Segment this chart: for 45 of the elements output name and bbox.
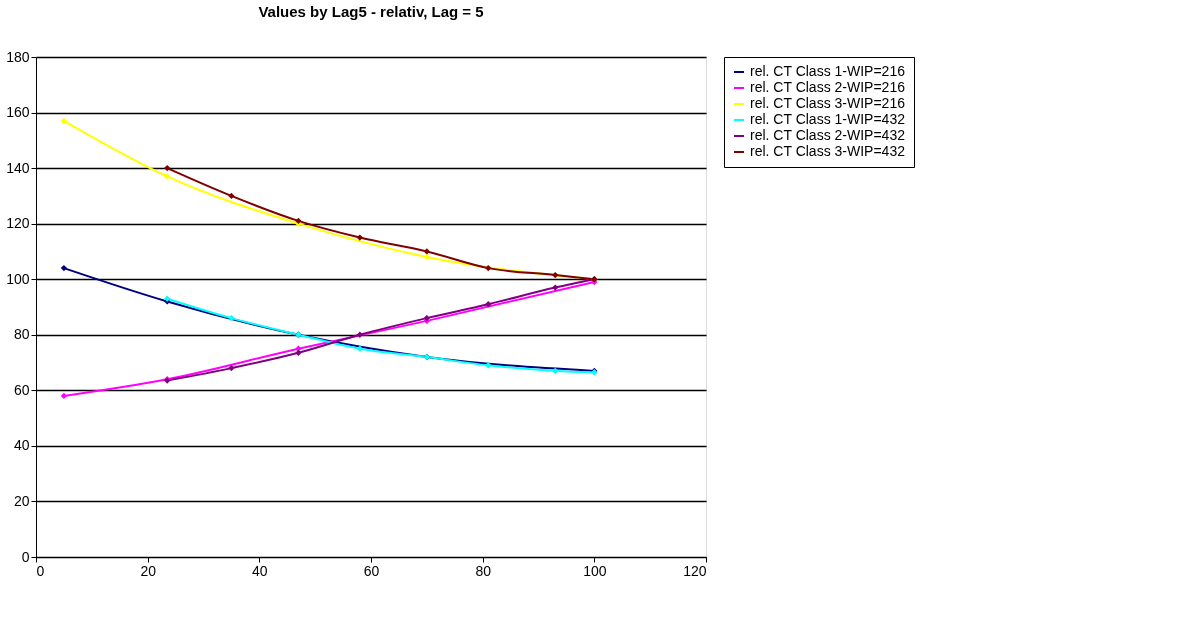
point — [485, 362, 492, 369]
point — [485, 301, 492, 308]
point — [552, 367, 559, 375]
chart-title: Values by Lag5 - relativ, Lag = 5 — [258, 3, 484, 20]
point — [60, 392, 68, 400]
point — [552, 271, 559, 279]
y-tick-label: 40 — [13, 437, 30, 454]
y-tick-label: 100 — [6, 270, 30, 287]
x-tick-label: 120 — [683, 562, 707, 579]
x-tick-label: 20 — [140, 562, 157, 579]
point — [228, 314, 235, 322]
legend-label: rel. CT Class 1-WIP=216 — [750, 63, 906, 79]
y-tick-label: 0 — [21, 548, 30, 565]
point — [485, 264, 492, 272]
y-tick-label: 180 — [6, 48, 30, 65]
point — [552, 284, 559, 291]
x-tick-label: 40 — [252, 562, 268, 579]
point — [356, 234, 363, 241]
y-tick-label: 160 — [6, 104, 30, 121]
point — [295, 345, 302, 352]
y-tick-label: 120 — [6, 215, 30, 232]
x-tick-label: 0 — [36, 562, 45, 579]
point — [228, 364, 235, 372]
y-tick-label: 140 — [6, 159, 30, 176]
x-tick-label: 80 — [475, 562, 492, 579]
x-tick-label: 60 — [363, 562, 380, 579]
point — [60, 264, 68, 272]
point — [356, 331, 363, 338]
legend-label: rel. CT Class 1-WIP=432 — [750, 111, 906, 127]
point — [423, 253, 430, 261]
point — [60, 117, 68, 125]
legend-label: rel. CT Class 3-WIP=432 — [750, 143, 906, 159]
legend-label: rel. CT Class 2-WIP=432 — [750, 127, 906, 143]
y-tick-label: 80 — [13, 326, 30, 343]
x-tick-label: 100 — [583, 562, 607, 579]
point — [164, 173, 171, 180]
point — [295, 349, 302, 356]
y-tick-label: 20 — [13, 492, 30, 509]
point — [356, 345, 363, 352]
point — [228, 192, 235, 200]
point — [423, 248, 430, 255]
legend-label: rel. CT Class 2-WIP=216 — [750, 79, 906, 95]
point — [164, 164, 171, 172]
y-tick-label: 60 — [13, 381, 30, 398]
legend-label: rel. CT Class 3-WIP=216 — [750, 95, 906, 111]
